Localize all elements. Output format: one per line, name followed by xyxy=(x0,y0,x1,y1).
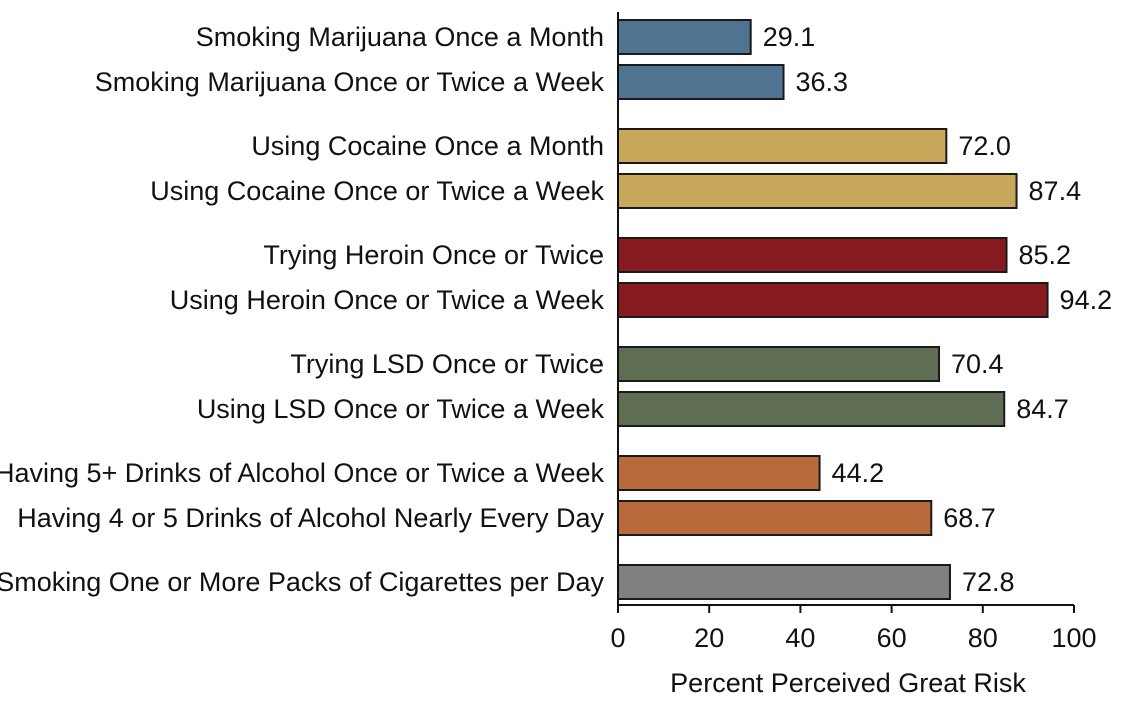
category-label: Smoking One or More Packs of Cigarettes … xyxy=(0,567,604,597)
x-axis-ticks: 0 20 40 60 80 100 xyxy=(610,605,1097,653)
value-label: 84.7 xyxy=(1016,394,1069,424)
bar-trying-heroin-once-or-twice xyxy=(617,237,1008,273)
value-label: 70.4 xyxy=(951,349,1004,379)
bar-smoking-one-or-more-packs-of-cigarettes-per-day xyxy=(617,564,951,600)
category-label: Using Cocaine Once a Month xyxy=(251,131,604,161)
value-label: 36.3 xyxy=(796,67,849,97)
x-tick-label: 0 xyxy=(610,623,625,653)
x-tick-label: 100 xyxy=(1051,623,1096,653)
x-tick-label: 20 xyxy=(694,623,724,653)
value-label: 87.4 xyxy=(1029,176,1082,206)
category-label: Using Cocaine Once or Twice a Week xyxy=(150,176,604,206)
value-label: 94.2 xyxy=(1060,285,1113,315)
category-label: Using Heroin Once or Twice a Week xyxy=(170,285,605,315)
x-tick-label: 60 xyxy=(877,623,907,653)
value-label: 29.1 xyxy=(763,22,816,52)
bar-smoking-marijuana-once-or-twice-a-week xyxy=(617,64,785,100)
bar-trying-lsd-once-or-twice xyxy=(617,346,941,382)
bar-using-cocaine-once-or-twice-a-week xyxy=(617,173,1018,209)
bar-using-lsd-once-or-twice-a-week xyxy=(617,391,1006,427)
category-label: Trying LSD Once or Twice xyxy=(290,349,604,379)
value-label: 85.2 xyxy=(1019,240,1072,270)
bar-using-cocaine-once-a-month xyxy=(617,128,948,164)
value-label: 72.8 xyxy=(962,567,1015,597)
bar-using-heroin-once-or-twice-a-week xyxy=(617,282,1049,318)
category-label: Having 5+ Drinks of Alcohol Once or Twic… xyxy=(0,458,604,488)
bars-layer: Smoking Marijuana Once a Month 29.1 Smokin… xyxy=(0,19,1113,600)
x-axis-title: Percent Perceived Great Risk xyxy=(670,668,1026,698)
bar-smoking-marijuana-once-a-month xyxy=(617,19,752,55)
category-label: Trying Heroin Once or Twice xyxy=(263,240,604,270)
value-label: 68.7 xyxy=(943,503,996,533)
bar-having-5-drinks-of-alcohol-once-or-twice-a-week xyxy=(617,455,821,491)
value-label: 44.2 xyxy=(832,458,885,488)
category-label: Using LSD Once or Twice a Week xyxy=(197,394,605,424)
x-tick-label: 80 xyxy=(968,623,998,653)
value-label: 72.0 xyxy=(958,131,1011,161)
category-label: Smoking Marijuana Once or Twice a Week xyxy=(95,67,605,97)
category-label: Smoking Marijuana Once a Month xyxy=(196,22,604,52)
category-label: Having 4 or 5 Drinks of Alcohol Nearly E… xyxy=(17,503,604,533)
bar-having-4-or-5-drinks-of-alcohol-nearly-every-day xyxy=(617,500,933,536)
x-tick-label: 40 xyxy=(785,623,815,653)
